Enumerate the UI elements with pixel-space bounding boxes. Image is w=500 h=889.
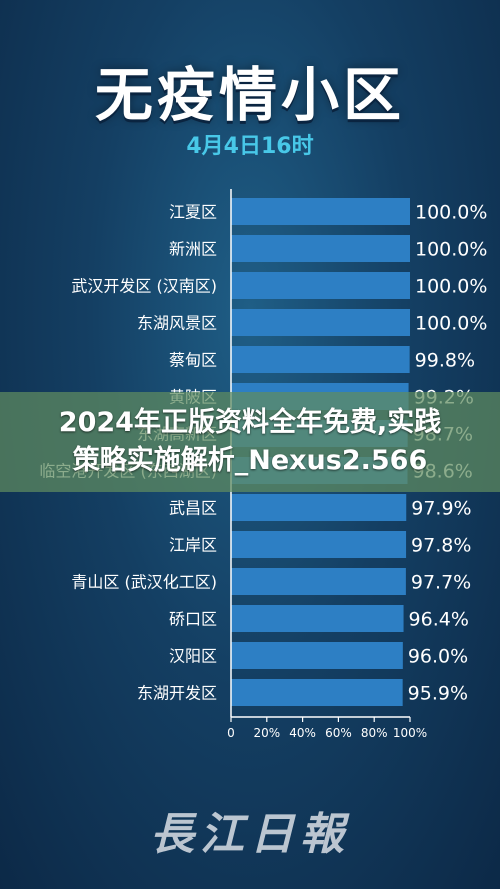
- category-label: 硚口区: [169, 610, 217, 629]
- bar: [231, 309, 410, 336]
- banner-line-1: 2024年正版资料全年免费,实践: [58, 407, 442, 438]
- x-tick-label: 20%: [253, 726, 280, 740]
- category-label: 汉阳区: [169, 647, 217, 666]
- category-label: 蔡甸区: [169, 351, 217, 370]
- bar: [231, 531, 407, 558]
- banner-line-2: 策略实施解析_Nexus2.566: [72, 445, 428, 476]
- data-label: 97.7%: [411, 572, 471, 594]
- bar: [231, 679, 403, 706]
- bar: [231, 568, 406, 595]
- data-label: 97.9%: [411, 498, 471, 520]
- category-label: 江岸区: [169, 536, 217, 555]
- data-label: 99.8%: [415, 350, 475, 372]
- category-label: 新洲区: [169, 240, 217, 259]
- x-tick-label: 100%: [393, 726, 427, 740]
- bar: [231, 494, 407, 521]
- page-subtitle: 4月4日16时: [186, 134, 314, 159]
- data-label: 95.9%: [408, 683, 468, 705]
- category-label: 东湖风景区: [137, 314, 217, 333]
- x-tick-label: 0: [227, 726, 235, 740]
- bar: [231, 642, 403, 669]
- bar: [231, 346, 410, 373]
- category-label: 东湖开发区: [137, 684, 217, 703]
- data-label: 100.0%: [415, 313, 487, 335]
- bar: [231, 605, 404, 632]
- category-label: 江夏区: [169, 203, 217, 222]
- data-label: 96.4%: [409, 609, 469, 631]
- overlay-banner: 2024年正版资料全年免费,实践 策略实施解析_Nexus2.566: [0, 392, 500, 492]
- data-label: 97.8%: [411, 535, 471, 557]
- category-label: 武昌区: [169, 499, 217, 518]
- bar: [231, 235, 410, 262]
- data-label: 96.0%: [408, 646, 468, 668]
- publisher-logo: 長江日報: [150, 809, 350, 860]
- category-label: 武汉开发区 (汉南区): [71, 277, 217, 296]
- x-tick-label: 40%: [289, 726, 316, 740]
- bar: [231, 272, 410, 299]
- data-label: 100.0%: [415, 239, 487, 261]
- x-tick-label: 80%: [361, 726, 388, 740]
- data-label: 100.0%: [415, 276, 487, 298]
- bar: [231, 198, 410, 225]
- x-tick-label: 60%: [325, 726, 352, 740]
- data-label: 100.0%: [415, 202, 487, 224]
- category-label: 青山区 (武汉化工区): [71, 573, 217, 592]
- page-title: 无疫情小区: [94, 61, 405, 129]
